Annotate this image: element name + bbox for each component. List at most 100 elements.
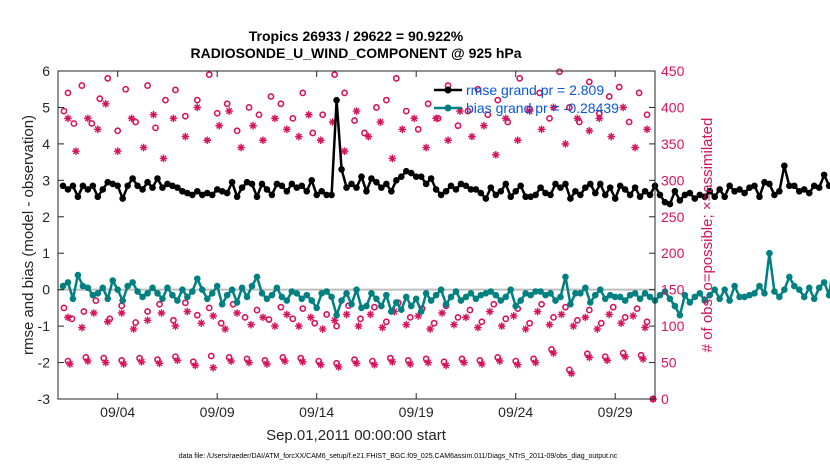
obs-assimilated-marker	[595, 114, 604, 123]
y-right-tick-label: 0	[661, 391, 669, 407]
rmse-data-point	[109, 180, 117, 188]
obs-possible-marker	[289, 315, 297, 323]
obs-assimilated-marker	[139, 143, 148, 152]
rmse-data-point	[119, 195, 126, 202]
bias-data-point	[572, 290, 579, 297]
bias-data-point	[129, 279, 136, 286]
obs-possible-marker	[311, 319, 319, 327]
y-left-tick-label: 5	[42, 99, 50, 115]
rmse-data-point	[154, 175, 161, 182]
rmse-data-point	[756, 193, 763, 201]
obs-assimilated-marker	[155, 359, 164, 368]
bias-data-point	[208, 290, 216, 297]
obs-assimilated-marker	[103, 317, 112, 326]
obs-assimilated-marker	[221, 325, 229, 333]
obs-possible-marker	[430, 319, 438, 327]
rmse-data-point	[278, 182, 286, 190]
obs-assimilated-marker	[414, 312, 422, 320]
obs-assimilated-marker	[318, 325, 327, 333]
rmse-data-point	[333, 96, 340, 104]
obs-possible-marker	[323, 311, 331, 318]
obs-assimilated-marker	[90, 309, 98, 317]
rmse-data-point	[373, 178, 380, 186]
obs-assimilated-marker	[474, 323, 482, 332]
rmse-data-point	[691, 195, 699, 202]
obs-assimilated-marker	[352, 107, 361, 115]
bias-data-point	[482, 290, 490, 297]
obs-possible-marker	[277, 303, 285, 311]
rmse-data-point	[696, 191, 704, 199]
rmse-data-point	[442, 187, 450, 195]
rmse-data-point	[288, 180, 296, 188]
obs-assimilated-marker	[283, 125, 291, 134]
obs-possible-marker	[424, 100, 432, 108]
bias-data-point	[268, 291, 276, 299]
rmse-data-point	[194, 187, 201, 195]
bias-data-point	[119, 297, 126, 304]
obs-assimilated-marker	[432, 114, 440, 123]
rmse-data-point	[397, 173, 405, 180]
x-tick-label: 09/14	[299, 404, 334, 420]
bias-data-point	[442, 300, 450, 308]
obs-assimilated-marker	[641, 323, 649, 332]
bias-data-point	[477, 291, 485, 299]
rmse-data-point	[134, 182, 141, 190]
rmse-data-point	[786, 182, 793, 190]
obs-assimilated-marker	[263, 360, 271, 368]
obs-possible-marker	[60, 304, 68, 312]
legend: rmse grand pr = 2.809 bias grand pr = -0…	[434, 82, 619, 116]
obs-possible-marker	[162, 96, 169, 104]
rmse-data-point	[203, 189, 211, 197]
rmse-data-point	[84, 186, 92, 193]
y-right-tick-label: 400	[661, 99, 685, 115]
bias-data-point	[791, 282, 798, 290]
rmse-data-point	[825, 182, 830, 190]
obs-assimilated-marker	[306, 313, 315, 322]
bias-data-point	[562, 273, 569, 281]
bias-data-point	[587, 299, 594, 306]
obs-assimilated-marker	[94, 125, 102, 134]
rmse-data-point	[522, 193, 529, 201]
rmse-data-point	[587, 180, 594, 188]
obs-possible-marker	[152, 124, 159, 132]
rmse-data-point	[184, 189, 191, 197]
rmse-data-point	[393, 177, 400, 184]
bias-data-point	[681, 291, 689, 299]
obs-assimilated-marker	[64, 313, 72, 322]
rmse-data-point	[283, 187, 291, 195]
obs-possible-marker	[585, 306, 593, 314]
obs-possible-marker	[546, 114, 553, 122]
bias-data-point	[194, 275, 201, 283]
bias-data-point	[89, 291, 97, 299]
rmse-data-point	[482, 195, 490, 202]
obs-possible-marker	[132, 118, 140, 126]
bias-data-point	[497, 297, 505, 304]
obs-possible-marker	[88, 120, 96, 127]
bias-data-point	[353, 286, 360, 293]
obs-possible-marker	[299, 89, 307, 97]
rmse-data-point	[144, 178, 151, 186]
obs-possible-marker	[92, 297, 100, 304]
obs-assimilated-marker	[84, 357, 92, 365]
bias-data-point	[452, 288, 460, 295]
rmse-data-point	[547, 191, 554, 199]
obs-assimilated-marker	[531, 358, 540, 367]
obs-assimilated-marker	[169, 114, 178, 123]
obs-possible-marker	[454, 122, 462, 130]
obs-assimilated-marker	[183, 307, 192, 316]
bias-data-point	[213, 282, 221, 290]
obs-possible-marker	[382, 96, 390, 104]
obs-possible-marker	[526, 319, 534, 327]
obs-assimilated-marker	[460, 358, 468, 367]
bias-data-point	[527, 291, 534, 299]
bias-data-point	[532, 288, 539, 295]
obs-assimilated-marker	[573, 114, 582, 123]
rmse-data-point	[751, 182, 758, 190]
obs-assimilated-marker	[84, 114, 92, 123]
obs-possible-marker	[371, 303, 378, 311]
obs-assimilated-marker	[424, 358, 432, 367]
bias-data-point	[641, 290, 649, 297]
obs-assimilated-marker	[227, 357, 235, 365]
bias-data-point	[661, 288, 669, 295]
bias-data-point	[283, 297, 291, 304]
